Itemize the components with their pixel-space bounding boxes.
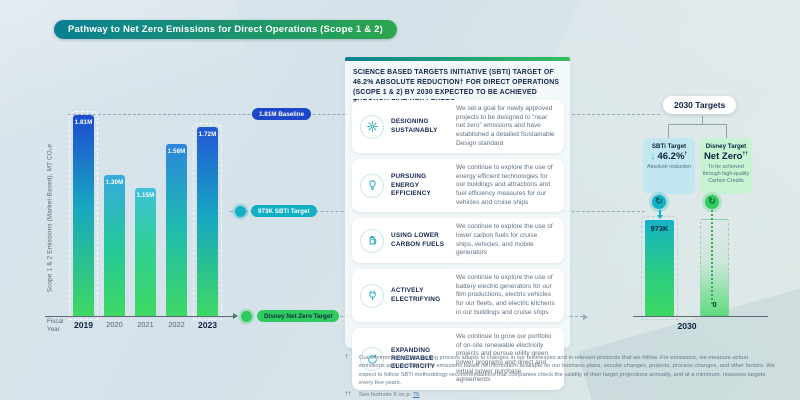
connector-line (726, 124, 727, 138)
plug-icon (360, 283, 384, 308)
sbti-card-subtitle: Absolute reduction (647, 164, 691, 171)
lever-description: We continue to explore the use of batter… (456, 273, 555, 316)
year-tick-2022: 2022 (168, 320, 185, 329)
page-75-link[interactable]: 75 (412, 391, 420, 398)
bar-2020: 1.30M (104, 175, 125, 316)
bar-value-label: 0 (712, 300, 717, 309)
lever-card-designing-sustainably: DESIGNING SUSTAINABLY We set a goal for … (352, 100, 564, 154)
bar-value-label: 1.58M (167, 148, 186, 155)
footnotes: † Our environmental goal setting process… (345, 354, 775, 400)
sbti-value-text: 46.2% (657, 151, 685, 163)
sbti-card-title: SBTi Target (651, 143, 687, 150)
lever-card-actively-electrifying: ACTIVELY ELECTRIFYING We continue to exp… (352, 268, 564, 323)
disney-target-card: Disney Target Net Zero†† To be achieved … (700, 138, 752, 194)
year-tick-2030: 2030 (677, 321, 697, 331)
sbti-card-value: ↓ 46.2%† (643, 151, 695, 162)
net-zero-dot-icon (241, 311, 252, 322)
bar-value-label: 1.15M (136, 192, 155, 199)
targets-2030-heading: 2030 Targets (663, 96, 737, 114)
bar-2021: 1.15M (135, 188, 156, 316)
lightbulb-icon (360, 173, 384, 198)
footnote-text: Our environmental goal setting process a… (359, 355, 775, 387)
y-axis-label: Scope 1 & 2 Emissions (Market-Based), MT… (46, 143, 54, 293)
lever-card-renewable-electricity: EXPANDING RENEWABLE ELECTRICITY We conti… (352, 328, 564, 391)
sbti-target-dot-icon (235, 206, 246, 217)
x-axis-title: Fiscal Year (47, 318, 64, 334)
renewable-icon (360, 347, 384, 372)
lever-title: USING LOWER CARBON FUELS (391, 232, 445, 248)
sbti-target-card: SBTi Target ↓ 46.2%† Absolute reduction (643, 138, 695, 194)
lever-description: We continue to explore the use of lower … (456, 223, 553, 257)
year-tick-2023: 2023 (197, 320, 218, 330)
connector-line (702, 116, 703, 124)
page-title: Pathway to Net Zero Emissions for Direct… (54, 20, 397, 39)
sbti-cycle-icon: ↻ (652, 195, 666, 209)
footnote-text: See footnote 6 on p. 75. (359, 391, 421, 399)
bar-2023: 1.72M (193, 123, 222, 320)
footnote-marker: † (345, 354, 349, 360)
lever-description: We set a goal for newly approved project… (456, 105, 555, 147)
connector-line (668, 124, 727, 125)
footnote-double-dagger: †† See footnote 6 on p. 75. (345, 391, 775, 399)
levers-panel: SCIENCE BASED TARGETS INITIATIVE (SBTI) … (345, 57, 570, 391)
x-axis-line (45, 316, 233, 317)
sbti-footnote-marker: † (684, 151, 688, 157)
bar-value-label: 1.30M (105, 179, 124, 186)
lever-title: PURSUING ENERGY EFFICIENCY (391, 173, 431, 197)
footnote-dagger: † Our environmental goal setting process… (345, 354, 775, 388)
bar-2019: 1.81M (69, 111, 98, 320)
footnote-text-segment: . (419, 391, 421, 398)
lever-description: We continue to grow our portfolio of on-… (456, 333, 552, 384)
net-zero-pill: Disney Net Zero Target (257, 310, 340, 322)
footnote-marker: †† (345, 390, 352, 397)
fuel-icon (360, 228, 384, 253)
lever-title: ACTIVELY ELECTRIFYING (391, 287, 441, 303)
x-axis-line-2030 (633, 316, 768, 317)
bar-value-label: 1.81M (74, 119, 93, 126)
year-tick-2019: 2019 (73, 320, 94, 330)
lever-card-energy-efficiency: PURSUING ENERGY EFFICIENCY We continue t… (352, 159, 564, 213)
net-zero-line-arrow-icon (583, 313, 588, 320)
disney-cycle-icon: ↻ (705, 195, 719, 209)
connector-line (668, 124, 669, 138)
disney-card-value: Net Zero†† (700, 151, 752, 162)
disney-dotted-line (711, 210, 713, 304)
bar-2022: 1.58M (166, 144, 187, 316)
bar-2030-sbti: 973K (641, 216, 678, 320)
disney-footnote-marker: †† (742, 151, 749, 157)
down-arrow-icon: ↓ (650, 152, 655, 162)
year-tick-2021: 2021 (137, 320, 154, 329)
lever-card-lower-carbon-fuels: USING LOWER CARBON FUELS We continue to … (352, 218, 564, 263)
year-tick-2020: 2020 (106, 320, 123, 329)
sbti-arrow-down-icon (656, 215, 663, 219)
footnote-text-segment: See footnote 6 on p. (359, 391, 412, 398)
bar-value-label: 973K (650, 224, 669, 233)
sbti-target-pill: 973K SBTi Target (251, 205, 317, 217)
lever-title: DESIGNING SUSTAINABLY (391, 118, 438, 134)
lever-title: EXPANDING RENEWABLE ELECTRICITY (391, 346, 436, 371)
baseline-pill: 1.81M Baseline (252, 108, 312, 120)
sbti-arrow-line (659, 210, 661, 216)
sustainable-design-icon (360, 114, 384, 139)
lever-description: We continue to explore the use of energy… (456, 164, 553, 206)
bar-2030-net-zero: 0 (700, 219, 729, 316)
x-axis-arrow-icon (233, 313, 238, 320)
disney-card-title: Disney Target (705, 143, 747, 150)
disney-value-text: Net Zero (703, 151, 743, 163)
lever-cards: DESIGNING SUSTAINABLY We set a goal for … (352, 100, 564, 391)
panel-gradient-bar (345, 57, 570, 61)
bar-value-label: 1.72M (198, 131, 217, 138)
disney-card-subtitle: To be achieved through high-quality Carb… (702, 164, 750, 184)
